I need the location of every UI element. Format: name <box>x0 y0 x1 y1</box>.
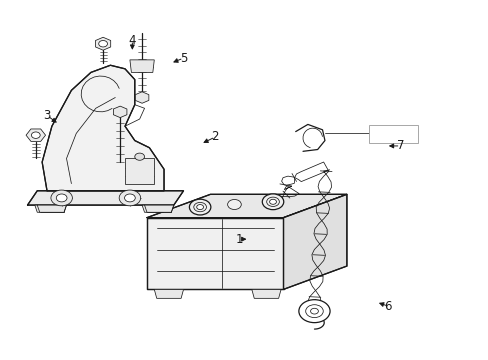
Circle shape <box>31 132 40 138</box>
Circle shape <box>119 190 141 206</box>
Circle shape <box>99 41 107 47</box>
Text: 5: 5 <box>180 51 187 64</box>
Polygon shape <box>35 205 66 212</box>
Circle shape <box>310 308 318 314</box>
Circle shape <box>51 190 72 206</box>
Polygon shape <box>95 37 110 50</box>
Text: 7: 7 <box>396 139 404 152</box>
Circle shape <box>298 300 329 323</box>
Polygon shape <box>142 205 173 212</box>
Circle shape <box>262 194 283 210</box>
Text: 2: 2 <box>211 130 219 144</box>
Polygon shape <box>135 92 148 103</box>
Polygon shape <box>125 158 154 184</box>
Polygon shape <box>283 194 346 289</box>
Circle shape <box>269 199 276 204</box>
Polygon shape <box>27 191 183 205</box>
FancyBboxPatch shape <box>368 125 417 143</box>
Polygon shape <box>42 65 163 191</box>
Polygon shape <box>147 218 283 289</box>
Text: 6: 6 <box>384 300 391 313</box>
Polygon shape <box>147 194 346 218</box>
Text: 4: 4 <box>128 33 136 47</box>
Circle shape <box>193 202 206 212</box>
Text: 1: 1 <box>235 233 243 246</box>
Polygon shape <box>26 129 45 141</box>
Circle shape <box>266 197 279 206</box>
Circle shape <box>135 153 144 160</box>
Polygon shape <box>113 106 127 118</box>
Text: 3: 3 <box>43 109 51 122</box>
Circle shape <box>305 305 323 318</box>
Polygon shape <box>154 289 183 298</box>
Circle shape <box>227 199 241 210</box>
Circle shape <box>124 194 135 202</box>
Polygon shape <box>251 289 281 298</box>
Circle shape <box>196 204 203 210</box>
Circle shape <box>189 199 210 215</box>
Circle shape <box>56 194 67 202</box>
Polygon shape <box>130 60 154 72</box>
